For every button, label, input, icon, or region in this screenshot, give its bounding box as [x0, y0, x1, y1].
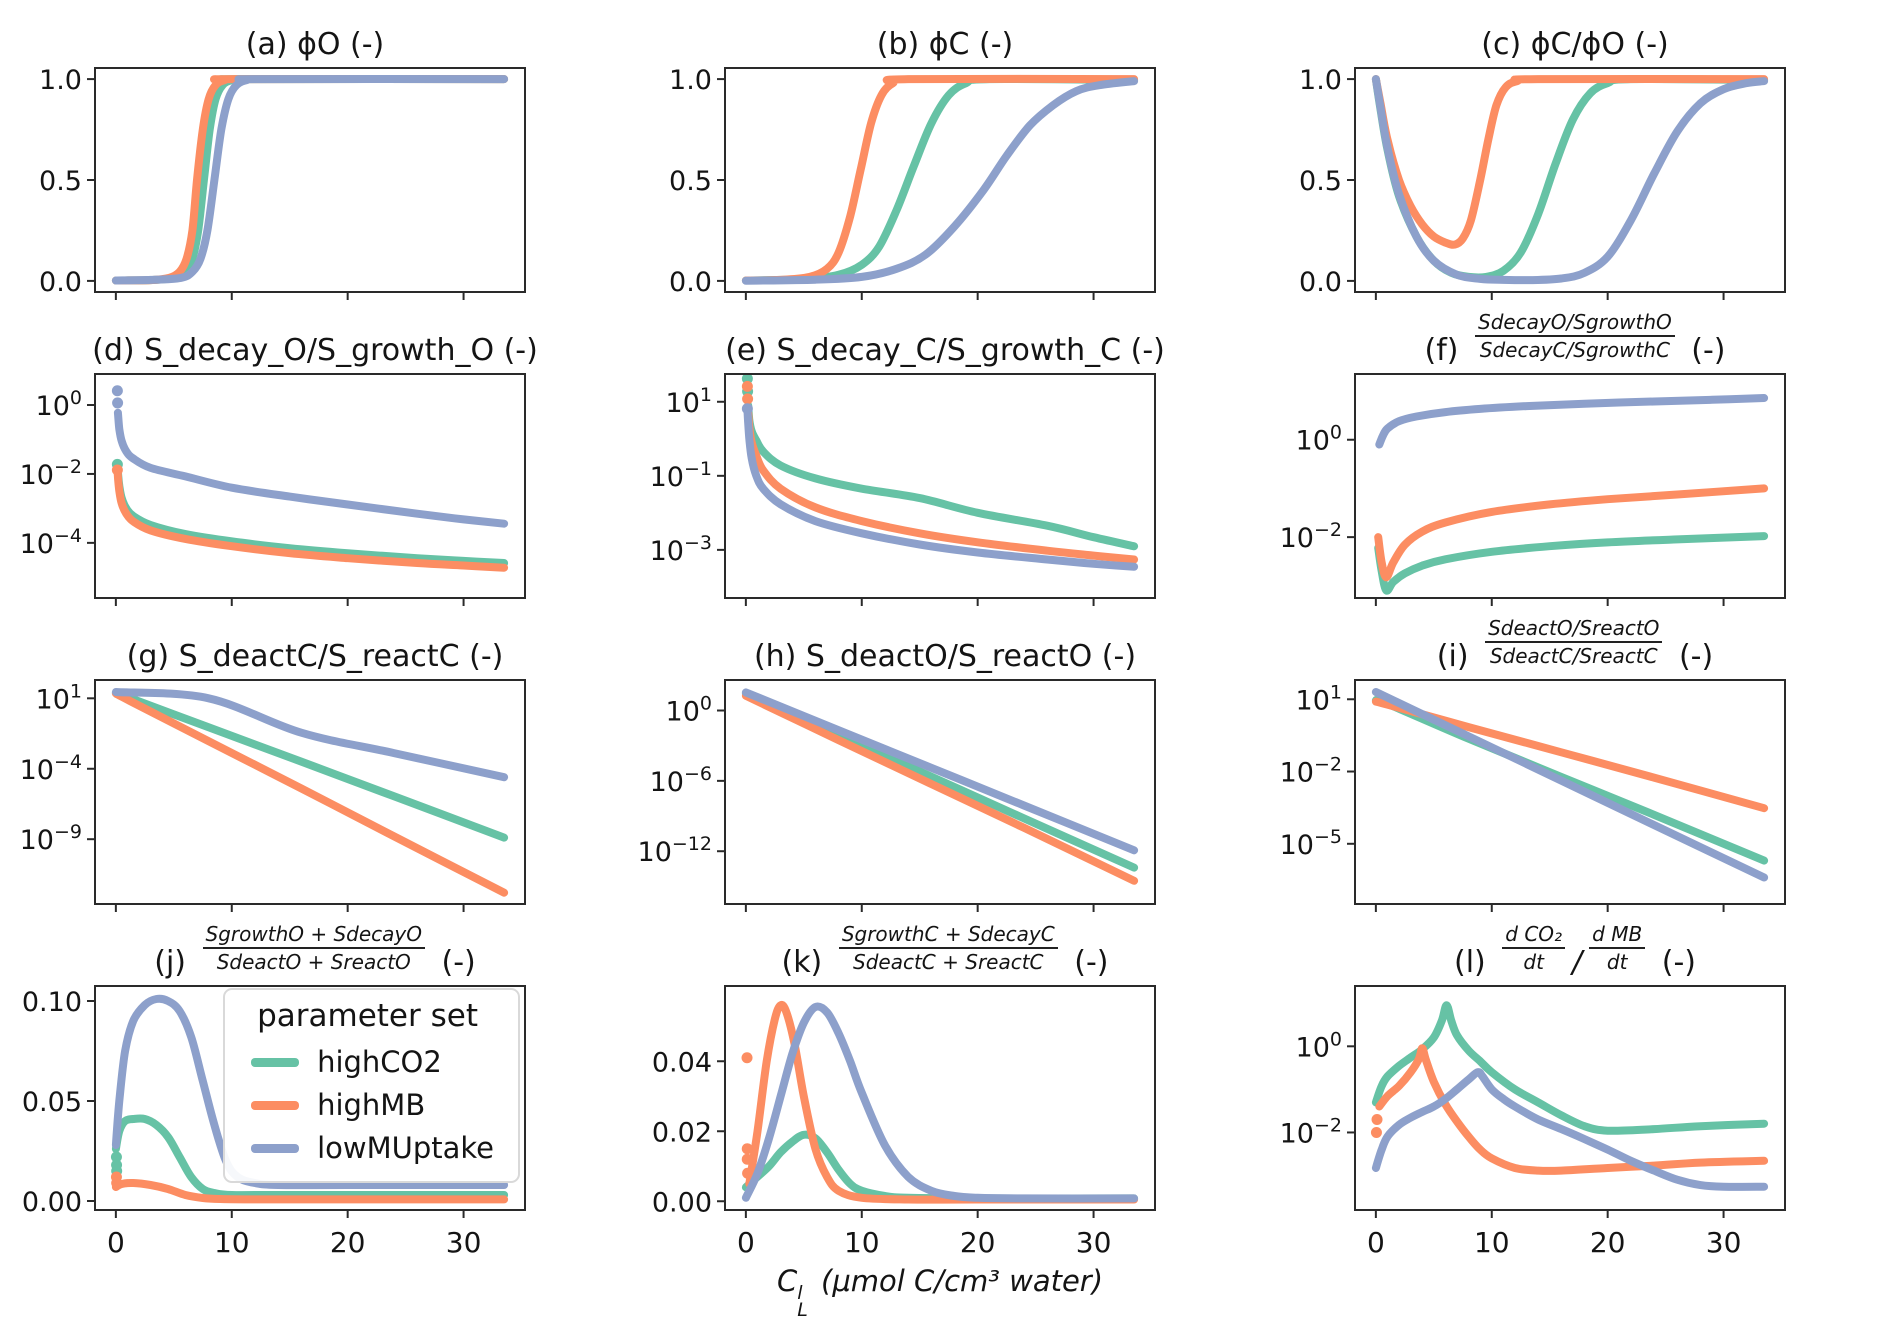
- x-axis-label-var: C: [776, 1264, 798, 1298]
- x-axis-label-unit: (μmol C/cm³ water): [811, 1264, 1104, 1298]
- svg-text:10−4: 10−4: [20, 751, 82, 786]
- panel-i: (i) SdeactO/SreactO SdeactC/SreactC (-) 1…: [1260, 616, 1890, 912]
- panel-d-title: (d) S_decay_O/S_growth_O (-): [92, 332, 538, 368]
- legend-swatch-highCO2: [251, 1057, 300, 1067]
- svg-text:1.0: 1.0: [1299, 65, 1342, 96]
- panel-f: (f) SdecayO/SgrowthO SdecayC/SgrowthC (-)…: [1260, 310, 1890, 606]
- svg-text:100: 100: [1296, 1028, 1342, 1063]
- svg-text:10−6: 10−6: [650, 763, 712, 798]
- svg-text:10: 10: [1474, 1226, 1510, 1259]
- svg-text:10−2: 10−2: [20, 456, 82, 491]
- legend-swatch-highMB: [251, 1100, 300, 1110]
- panel-j-title: (j) SgrowthO + SdecayO SdeactO + SreactO …: [154, 922, 476, 980]
- panel-e-title: (e) S_decay_C/S_growth_C (-): [725, 332, 1165, 368]
- svg-text:101: 101: [36, 680, 82, 715]
- panel-e: (e) S_decay_C/S_growth_C (-) 101 10−1 10−3: [630, 314, 1260, 606]
- panel-a-title: (a) ϕO (-): [245, 26, 385, 62]
- legend-item-highMB: highMB: [241, 1088, 494, 1122]
- svg-text:30: 30: [446, 1226, 482, 1259]
- svg-text:0.0: 0.0: [39, 267, 82, 298]
- svg-text:0.00: 0.00: [22, 1187, 82, 1218]
- panel-d: (d) S_decay_O/S_growth_O (-) 100 10−2 10−4: [0, 314, 630, 606]
- svg-text:0.04: 0.04: [652, 1047, 712, 1078]
- svg-text:0.10: 0.10: [22, 987, 82, 1018]
- panel-k-title: (k) SgrowthC + SdecayC SdeactC + SreactC …: [781, 922, 1109, 980]
- svg-text:10: 10: [844, 1226, 880, 1259]
- svg-text:30: 30: [1076, 1226, 1112, 1259]
- svg-text:101: 101: [666, 384, 712, 419]
- svg-text:10−2: 10−2: [1280, 1114, 1342, 1149]
- svg-text:10−12: 10−12: [638, 833, 712, 868]
- panel-f-plot: 100 10−2: [1280, 373, 1786, 606]
- svg-text:1.0: 1.0: [669, 65, 712, 96]
- svg-text:0: 0: [1367, 1226, 1385, 1259]
- panel-g: (g) S_deactC/S_reactC (-) 101 10−4 10−9: [0, 620, 630, 912]
- svg-text:101: 101: [1296, 681, 1342, 716]
- panel-l-title: (l) d CO₂ dt / d MB dt (-): [1454, 922, 1696, 980]
- panel-l-plot: 100 10−2 0 10 20 30: [1280, 985, 1786, 1259]
- svg-text:0.05: 0.05: [22, 1087, 82, 1118]
- panel-k-plot: 0.04 0.02 0.00 0 10 20 30: [652, 985, 1156, 1259]
- legend-item-highCO2: highCO2: [241, 1045, 494, 1079]
- svg-text:20: 20: [960, 1226, 996, 1259]
- panel-a-plot: 1.0 0.5 0.0: [39, 65, 526, 300]
- svg-text:100: 100: [1296, 422, 1342, 457]
- svg-text:30: 30: [1706, 1226, 1742, 1259]
- svg-text:10−5: 10−5: [1280, 826, 1342, 861]
- svg-text:0: 0: [107, 1226, 125, 1259]
- panel-b: (b) ϕC (-) 1.0 0.5 0.0: [630, 8, 1260, 300]
- svg-text:100: 100: [36, 387, 82, 422]
- svg-text:10−3: 10−3: [650, 532, 712, 567]
- panel-i-plot: 101 10−2 10−5: [1280, 679, 1786, 912]
- panel-a: (a) ϕO (-) 1.0 0.5 0.0: [0, 8, 630, 300]
- panel-d-plot: 100 10−2 10−4: [20, 373, 526, 606]
- panel-f-title: (f) SdecayO/SgrowthO SdecayC/SgrowthC (-): [1424, 310, 1726, 368]
- panel-h-title: (h) S_deactO/S_reactO (-): [753, 638, 1137, 674]
- panel-c-title: (c) ϕC/ϕO (-): [1481, 26, 1669, 62]
- figure-grid: (a) ϕO (-) 1.0 0.5 0.0 (b) ϕC (-) 1.0 0.5 0.…: [0, 8, 1892, 1322]
- svg-text:10: 10: [214, 1226, 250, 1259]
- legend-label-highMB: highMB: [317, 1088, 426, 1122]
- svg-text:0: 0: [737, 1226, 755, 1259]
- svg-text:10−2: 10−2: [1280, 519, 1342, 554]
- panel-j: (j) SgrowthO + SdecayO SdeactO + SreactO …: [0, 922, 630, 1319]
- svg-text:1.0: 1.0: [39, 65, 82, 96]
- svg-text:10−9: 10−9: [20, 821, 82, 856]
- svg-text:10−4: 10−4: [20, 525, 82, 560]
- svg-text:10−2: 10−2: [1280, 754, 1342, 789]
- svg-text:0.5: 0.5: [669, 166, 712, 197]
- legend-swatch-lowMUptake: [251, 1143, 300, 1153]
- panel-c-plot: 1.0 0.5 0.0: [1299, 65, 1786, 300]
- panel-h-plot: 100 10−6 10−12: [638, 679, 1156, 912]
- svg-text:0.5: 0.5: [39, 166, 82, 197]
- svg-text:100: 100: [666, 692, 712, 727]
- svg-text:20: 20: [1590, 1226, 1626, 1259]
- legend: parameter set highCO2 highMB lowMUptake: [223, 988, 520, 1183]
- panel-h: (h) S_deactO/S_reactO (-) 100 10−6 10−12: [630, 620, 1260, 912]
- legend-label-lowMUptake: lowMUptake: [317, 1131, 494, 1165]
- svg-text:10−1: 10−1: [650, 458, 712, 493]
- panel-e-plot: 101 10−1 10−3: [650, 373, 1156, 606]
- panel-g-title: (g) S_deactC/S_reactC (-): [126, 638, 504, 674]
- svg-text:0.0: 0.0: [669, 267, 712, 298]
- legend-label-highCO2: highCO2: [317, 1045, 442, 1079]
- panel-g-plot: 101 10−4 10−9: [20, 679, 526, 912]
- panel-l: (l) d CO₂ dt / d MB dt (-) 100 10−2 0 10 20 30: [1260, 922, 1890, 1319]
- legend-item-lowMUptake: lowMUptake: [241, 1131, 494, 1165]
- svg-text:0.0: 0.0: [1299, 267, 1342, 298]
- svg-text:20: 20: [330, 1226, 366, 1259]
- panel-j-plot: 0.10 0.05 0.00 0 10 20 30: [22, 985, 526, 1259]
- panel-b-title: (b) ϕC (-): [876, 26, 1014, 62]
- legend-title: parameter set: [257, 998, 478, 1034]
- svg-text:0.02: 0.02: [652, 1117, 712, 1148]
- panel-k: (k) SgrowthC + SdecayC SdeactC + SreactC …: [630, 922, 1260, 1322]
- panel-c: (c) ϕC/ϕO (-) 1.0 0.5 0.0: [1260, 8, 1890, 300]
- svg-text:0.00: 0.00: [652, 1187, 712, 1218]
- panel-i-title: (i) SdeactO/SreactO SdeactC/SreactC (-): [1436, 616, 1714, 674]
- svg-text:0.5: 0.5: [1299, 166, 1342, 197]
- panel-b-plot: 1.0 0.5 0.0: [669, 65, 1156, 300]
